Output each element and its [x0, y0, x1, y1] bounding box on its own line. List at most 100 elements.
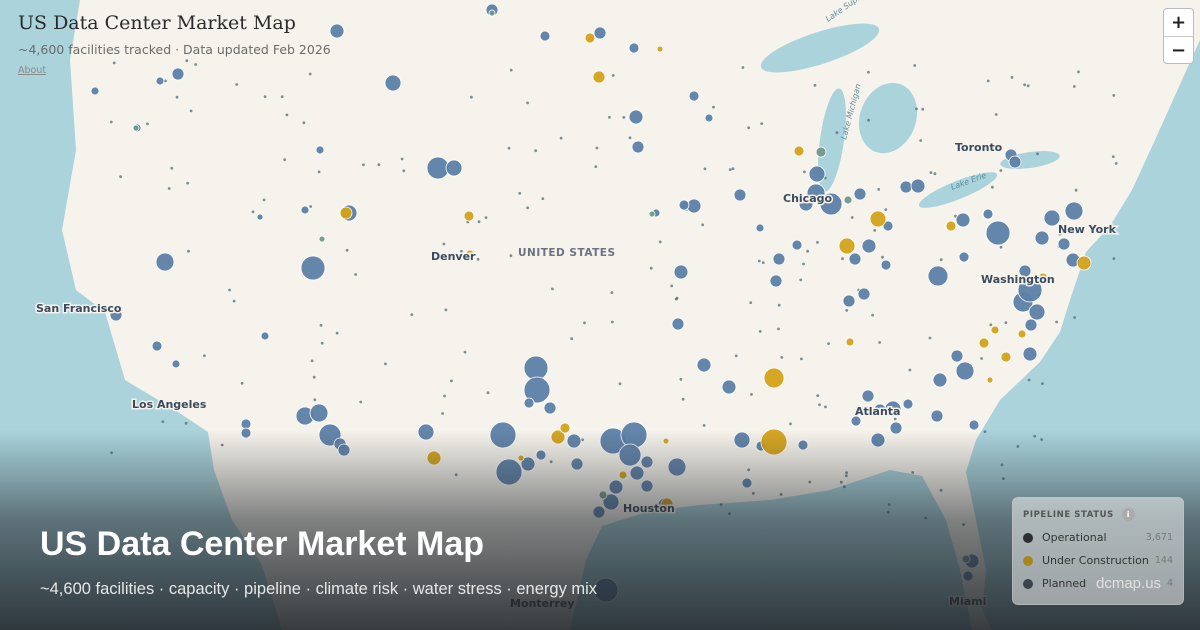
- legend-count: 4: [1166, 578, 1173, 589]
- facility-dot: [463, 350, 467, 354]
- legend-count: 3,671: [1145, 532, 1173, 543]
- legend-rows: Operational 3,671 Under Construction 144 Pla…: [1023, 531, 1173, 590]
- facility-dot: [228, 288, 232, 292]
- facility-marker: [543, 401, 557, 415]
- facility-marker: [861, 238, 877, 254]
- facility-dot: [402, 169, 406, 173]
- facility-marker: [155, 252, 175, 272]
- facility-dot: [1072, 85, 1076, 88]
- facility-dot: [526, 206, 529, 210]
- facility-dot: [441, 412, 444, 415]
- facility-marker: [1017, 329, 1027, 339]
- facility-dot: [119, 175, 122, 179]
- facility-dot: [310, 359, 314, 363]
- facility-marker: [848, 252, 862, 266]
- facility-dot: [728, 168, 732, 172]
- facility-dot: [867, 70, 870, 74]
- facility-dot: [777, 303, 781, 307]
- facility-dot: [702, 424, 706, 427]
- facility-dot: [703, 167, 707, 171]
- facility-dot: [939, 258, 943, 262]
- facility-dot: [251, 210, 255, 214]
- facility-marker: [806, 183, 826, 203]
- facility-marker: [240, 418, 252, 430]
- facility-marker: [1043, 209, 1061, 227]
- facility-marker: [884, 400, 902, 418]
- facility-dot: [954, 214, 957, 218]
- facility-marker: [950, 349, 964, 363]
- facility-dot: [1111, 155, 1115, 159]
- facility-dot: [594, 165, 598, 169]
- city-label: Atlanta: [855, 405, 900, 418]
- facility-marker: [968, 419, 980, 431]
- city-label: Washington: [981, 273, 1055, 286]
- facility-marker: [339, 206, 353, 220]
- facility-dot: [877, 188, 881, 191]
- facility-dot: [319, 323, 323, 327]
- facility-dot: [507, 146, 511, 150]
- facility-dot: [1036, 152, 1039, 156]
- facility-marker: [733, 188, 747, 202]
- facility-dot: [518, 191, 522, 195]
- zoom-in[interactable]: +: [1170, 12, 1187, 33]
- info-button[interactable]: i: [1121, 508, 1135, 521]
- facility-dot: [161, 420, 165, 423]
- country-label: UNITED STATES: [518, 247, 616, 259]
- facility-marker: [648, 210, 656, 218]
- facility-dot: [928, 336, 932, 340]
- about-link[interactable]: About: [18, 65, 47, 76]
- facility-marker: [1034, 230, 1050, 246]
- facility-dot: [185, 59, 189, 63]
- legend-header: PIPELINE STATUS i: [1023, 508, 1173, 521]
- facility-dot: [317, 170, 321, 174]
- facility-dot: [354, 273, 358, 276]
- facility-dot: [991, 185, 994, 189]
- facility-marker: [978, 337, 990, 349]
- facility-marker: [171, 359, 181, 369]
- facility-dot: [816, 241, 819, 244]
- overlay-title: US Data Center Market Map: [40, 525, 485, 563]
- facility-marker: [329, 23, 345, 39]
- facility-marker: [850, 415, 862, 427]
- legend-swatch: [1023, 555, 1033, 566]
- facility-dot: [873, 229, 877, 232]
- facility-marker: [90, 86, 100, 96]
- facility-marker: [628, 109, 644, 125]
- facility-dot: [760, 122, 764, 125]
- facility-dot: [850, 216, 854, 219]
- facility-marker: [861, 389, 875, 403]
- facility-dot: [884, 208, 888, 212]
- facility-marker: [882, 220, 894, 232]
- facility-dot: [611, 320, 614, 324]
- facility-marker: [1018, 264, 1032, 278]
- facility-dot: [701, 223, 705, 227]
- zoom-out[interactable]: −: [1164, 36, 1193, 64]
- facility-dot: [881, 255, 884, 259]
- facility-dot: [262, 198, 266, 202]
- facility-dot: [1055, 320, 1058, 324]
- facility-dot: [283, 158, 287, 162]
- facility-marker: [523, 397, 535, 409]
- facility-marker: [523, 376, 551, 404]
- facility-dot: [994, 113, 998, 116]
- facility-marker: [445, 159, 463, 177]
- facility-dot: [186, 181, 190, 185]
- facility-dot: [919, 139, 923, 142]
- facility-dot: [761, 261, 765, 264]
- facility-dot: [741, 66, 745, 69]
- overlay-subtitle: ~4,600 facilities · capacity · pipeline …: [40, 580, 598, 598]
- facility-marker: [688, 90, 700, 102]
- facility-marker: [256, 213, 264, 221]
- facility-dot: [410, 313, 414, 316]
- facility-dot: [477, 220, 481, 224]
- facility-marker: [798, 196, 814, 212]
- facility-dot: [915, 107, 918, 111]
- facility-dot: [777, 327, 780, 331]
- city-label: Los Angeles: [132, 398, 207, 411]
- legend-swatch: [1023, 532, 1033, 543]
- facility-dot: [975, 148, 979, 151]
- facility-dot: [1023, 83, 1026, 87]
- facility-marker: [592, 70, 606, 84]
- facility-dot: [1114, 162, 1118, 165]
